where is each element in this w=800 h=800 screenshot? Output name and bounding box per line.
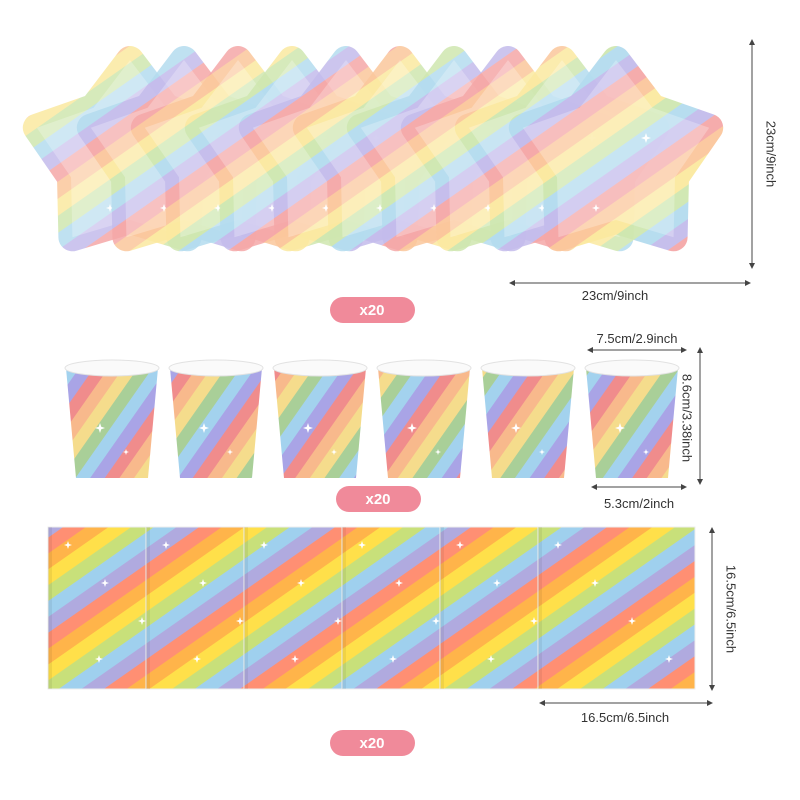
sparkle — [268, 204, 276, 212]
cup — [482, 368, 574, 478]
napkin — [537, 526, 696, 690]
sparkle — [331, 449, 337, 455]
cup — [170, 368, 262, 478]
dimension-label: 16.5cm/6.5inch — [581, 710, 669, 725]
sparkle — [407, 423, 417, 433]
sparkle — [554, 541, 562, 549]
sparkle — [641, 133, 651, 143]
dimension-label: 23cm/9inch — [764, 121, 779, 187]
sparkle — [236, 617, 244, 625]
dimension-label: 16.5cm/6.5inch — [724, 565, 739, 653]
napkin-shade — [146, 527, 150, 689]
sparkle — [123, 449, 129, 455]
count-badge — [330, 730, 415, 756]
sparkle — [227, 449, 233, 455]
cup — [586, 368, 678, 478]
sparkle — [334, 617, 342, 625]
sparkle — [260, 541, 268, 549]
sparkle — [138, 617, 146, 625]
sparkle — [199, 579, 207, 587]
sparkle — [358, 541, 366, 549]
cup-rim — [376, 359, 472, 377]
napkin — [341, 526, 443, 690]
sparkle — [484, 204, 492, 212]
napkin — [47, 526, 149, 690]
sparkle — [591, 579, 599, 587]
sparkle — [432, 617, 440, 625]
dimension-label: 5.3cm/2inch — [604, 496, 674, 511]
cup — [66, 368, 158, 478]
plate-rim — [522, 60, 710, 238]
sparkle — [64, 541, 72, 549]
sparkle — [538, 204, 546, 212]
sparkle — [193, 655, 201, 663]
napkin-shade — [48, 527, 52, 689]
count-badge — [336, 486, 421, 512]
sparkle — [199, 423, 209, 433]
sparkle — [389, 655, 397, 663]
sparkle — [493, 579, 501, 587]
napkin-shade — [244, 527, 248, 689]
cup — [274, 368, 366, 478]
count-label: x20 — [359, 302, 384, 319]
sparkle — [376, 204, 384, 212]
sparkle — [101, 579, 109, 587]
napkins — [47, 526, 696, 690]
sparkle — [487, 655, 495, 663]
plates — [22, 46, 724, 252]
cup-rim — [168, 359, 264, 377]
sparkle — [95, 655, 103, 663]
napkin-shade — [342, 527, 346, 689]
sparkle — [592, 204, 600, 212]
sparkle — [162, 541, 170, 549]
napkin-shade — [538, 527, 542, 689]
sparkle — [303, 423, 313, 433]
cups — [64, 359, 680, 478]
count-label: x20 — [365, 491, 390, 508]
sparkle — [322, 204, 330, 212]
sparkle — [291, 655, 299, 663]
sparkle — [430, 204, 438, 212]
dimension-label: 23cm/9inch — [582, 288, 648, 303]
sparkle — [665, 655, 673, 663]
count-badge — [330, 297, 415, 323]
sparkle — [106, 204, 114, 212]
napkin-shade — [440, 527, 444, 689]
plate — [508, 46, 724, 252]
sparkle — [395, 579, 403, 587]
sparkle — [95, 423, 105, 433]
cup — [378, 368, 470, 478]
cup-rim — [64, 359, 160, 377]
sparkle — [628, 617, 636, 625]
dimension-label: 7.5cm/2.9inch — [597, 331, 678, 346]
napkin — [439, 526, 541, 690]
sparkle — [530, 617, 538, 625]
sparkle — [297, 579, 305, 587]
sparkle — [643, 449, 649, 455]
sparkle — [435, 449, 441, 455]
sparkle — [539, 449, 545, 455]
count-label: x20 — [359, 735, 384, 752]
napkin — [243, 526, 345, 690]
cup-rim — [480, 359, 576, 377]
sparkle — [615, 423, 625, 433]
cup-rim — [584, 359, 680, 377]
sparkle — [511, 423, 521, 433]
sparkle — [214, 204, 222, 212]
sparkle — [456, 541, 464, 549]
napkin — [145, 526, 247, 690]
sparkle — [160, 204, 168, 212]
dimension-label: 8.6cm/3.38inch — [680, 374, 695, 462]
cup-rim — [272, 359, 368, 377]
